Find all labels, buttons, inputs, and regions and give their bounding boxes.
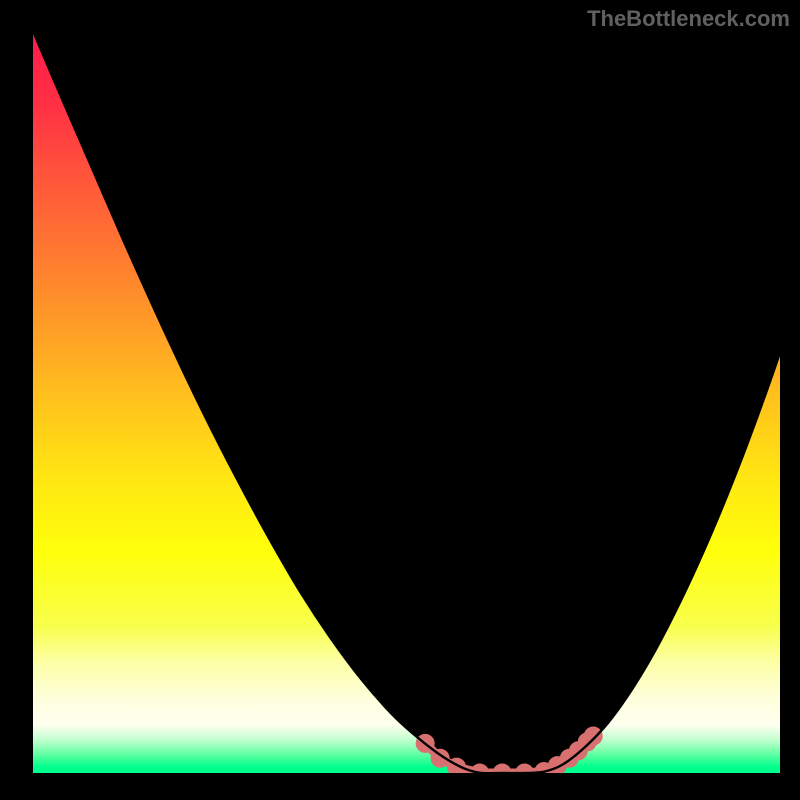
chart-container: TheBottleneck.com [0, 0, 800, 800]
plot-area [33, 33, 780, 782]
chart-svg [0, 0, 800, 800]
marker-point [584, 727, 602, 745]
watermark-text: TheBottleneck.com [587, 6, 790, 32]
